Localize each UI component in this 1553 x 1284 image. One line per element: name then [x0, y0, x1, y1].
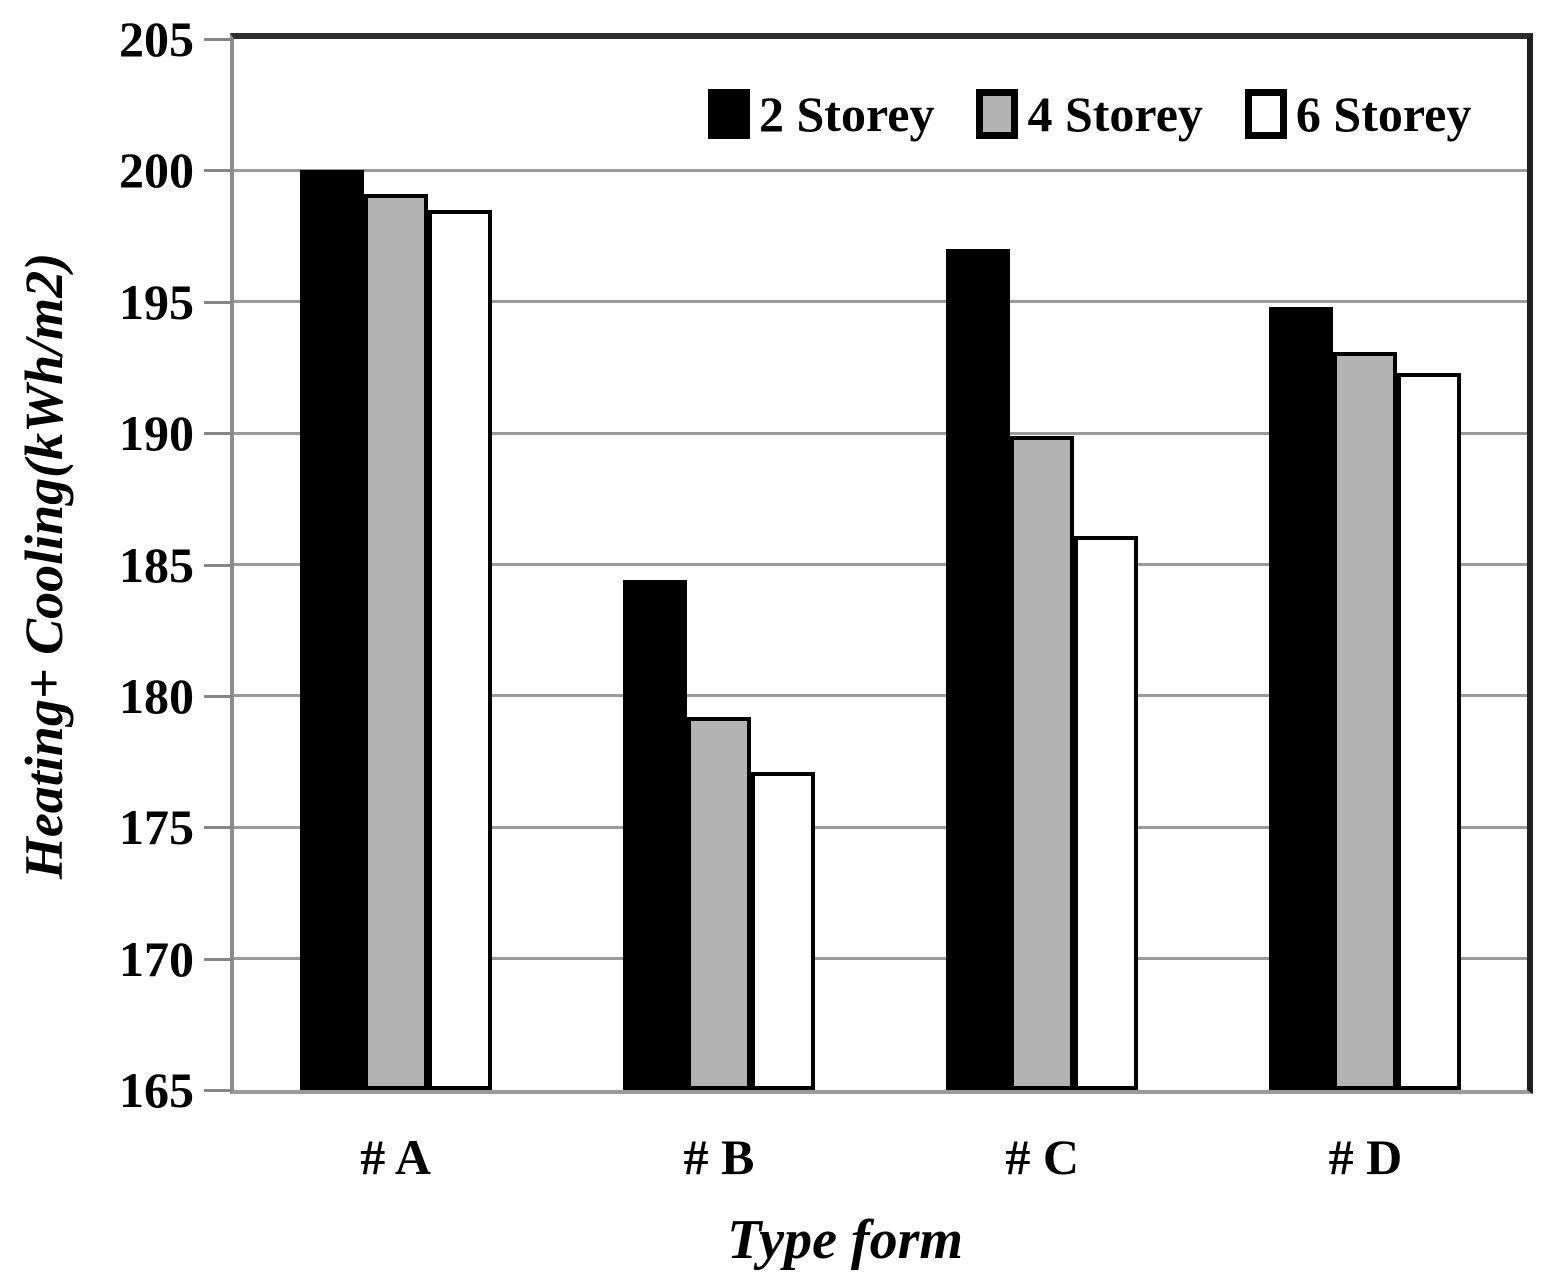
- y-axis-tick-label-185: 185: [119, 536, 194, 593]
- legend-label-6-storey: 6 Storey: [1295, 86, 1472, 142]
- y-axis-tick-label-165: 165: [119, 1062, 194, 1118]
- bar-d-6-storey: [1397, 373, 1462, 1090]
- y-axis-tick-180: [204, 694, 232, 698]
- y-axis-tick-175: [204, 826, 232, 830]
- y-axis-tick-label-195: 195: [119, 273, 194, 330]
- x-axis-category-label-c: # C: [1005, 1129, 1079, 1185]
- y-axis-tick-185: [204, 563, 232, 567]
- bar-c-4-storey: [1010, 436, 1075, 1090]
- bar-d-2-storey: [1269, 307, 1334, 1090]
- gridline-170: [234, 957, 1527, 961]
- legend-item-2-storey: 2 Storey: [708, 89, 934, 139]
- gridline-180: [234, 694, 1527, 698]
- legend: 2 Storey 4 Storey 6 Storey: [708, 89, 1471, 139]
- y-axis-tick-200: [204, 169, 232, 173]
- gridline-175: [234, 825, 1527, 829]
- y-axis-tick-label-170: 170: [119, 930, 194, 987]
- legend-swatch-6-storey: [1244, 89, 1287, 139]
- bar-b-6-storey: [750, 772, 815, 1090]
- y-axis-tick-label-190: 190: [119, 405, 194, 462]
- y-axis-tick-195: [204, 300, 232, 304]
- bar-b-2-storey: [622, 580, 687, 1090]
- x-axis-category-label-a: # A: [360, 1129, 432, 1185]
- x-axis-category-label-d: # D: [1328, 1129, 1403, 1185]
- bar-c-2-storey: [946, 249, 1011, 1090]
- y-axis-tick-170: [204, 957, 232, 961]
- y-axis-tick-165: [204, 1089, 232, 1092]
- bar-d-4-storey: [1333, 352, 1398, 1090]
- x-axis-title: Type form: [727, 1209, 963, 1271]
- legend-item-6-storey: 6 Storey: [1244, 86, 1472, 142]
- legend-item-4-storey: 4 Storey: [976, 86, 1203, 142]
- y-axis-tick-label-200: 200: [119, 142, 194, 199]
- bar-a-6-storey: [427, 210, 492, 1090]
- legend-swatch-4-storey: [976, 89, 1019, 139]
- y-axis-tick-label-175: 175: [119, 799, 194, 856]
- y-axis-tick-label-180: 180: [119, 667, 194, 724]
- x-axis-category-label-b: # B: [683, 1129, 755, 1185]
- bar-a-4-storey: [363, 194, 428, 1090]
- gridline-195: [234, 300, 1527, 304]
- bar-a-2-storey: [299, 170, 364, 1090]
- gridline-200: [234, 168, 1527, 172]
- legend-label-4-storey: 4 Storey: [1027, 86, 1203, 142]
- gridline-190: [234, 431, 1527, 435]
- gridline-185: [234, 563, 1527, 566]
- legend-swatch-2-storey: [708, 89, 750, 139]
- legend-label-2-storey: 2 Storey: [759, 86, 935, 142]
- y-axis-tick-205: [204, 38, 232, 41]
- plot-area: 2 Storey 4 Storey 6 Storey: [230, 33, 1533, 1094]
- y-axis-tick-label-205: 205: [119, 11, 194, 67]
- y-axis-tick-190: [204, 432, 232, 436]
- bar-b-4-storey: [686, 717, 751, 1090]
- bar-c-6-storey: [1074, 536, 1139, 1090]
